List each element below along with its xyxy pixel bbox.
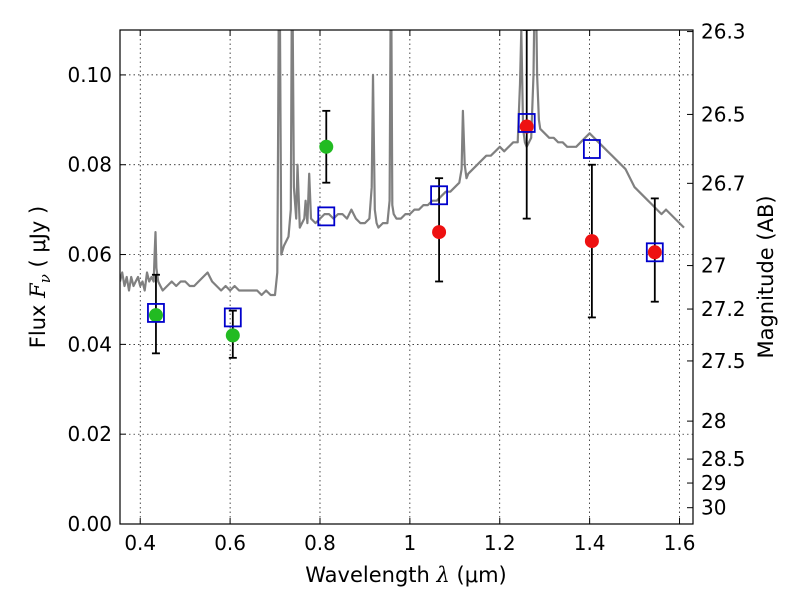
y-axis-title-symbol: F [26, 282, 50, 299]
plot-area [120, 30, 685, 359]
y-tick-label: 0.06 [67, 243, 112, 267]
nir-point [519, 119, 534, 134]
y-axis-title-prefix: Flux [26, 305, 50, 349]
x-tick-label: 0.8 [304, 531, 336, 555]
magnitude-tick-label: 28.5 [701, 447, 746, 471]
y-axis-title-unit: ( μJy ) [26, 206, 50, 268]
x-axis-title-symbol: λ [436, 563, 450, 587]
magnitude-tick-label: 28 [701, 409, 726, 433]
optical-point [225, 328, 240, 343]
magnitude-tick-label: 26.5 [701, 102, 746, 126]
magnitude-tick-label: 27.2 [701, 297, 746, 321]
magnitude-tick-label: 29 [701, 471, 726, 495]
y-tick-label: 0.02 [67, 422, 112, 446]
x-axis-title-gap-2 [450, 563, 457, 587]
y-tick-label: 0.00 [67, 512, 112, 536]
x-tick-label: 0.6 [214, 531, 246, 555]
magnitude-tick-label: 27 [701, 254, 726, 278]
y-tick-label: 0.04 [67, 332, 112, 356]
y-tick-label: 0.10 [67, 63, 112, 87]
model-point [582, 139, 601, 159]
x-tick-label: 1 [404, 531, 417, 555]
x-tick-label: 1.4 [574, 531, 606, 555]
x-tick-label: 1.6 [664, 531, 696, 555]
magnitude-tick-label: 26.7 [701, 171, 746, 195]
x-axis-title: Wavelength λ (μm) [305, 563, 506, 587]
nir-point [647, 245, 662, 260]
y-axis-title-gap [26, 298, 50, 305]
x-axis-title-gap [430, 563, 437, 587]
model-point [223, 307, 242, 328]
x-tick-label: 0.4 [124, 531, 156, 555]
x-axis-title-prefix: Wavelength [305, 563, 430, 587]
axis-ticks: 0.4 0.6 0.8 1 1.2 1.4 1.6 0.00 0.02 0.04 0.06 0.08 0… [67, 20, 745, 555]
optical-point [319, 139, 334, 154]
spectrum-line [120, 30, 685, 297]
plot-frame [119, 29, 694, 525]
model-point [317, 206, 336, 227]
model-point [517, 113, 536, 133]
magnitude-tick-label: 30 [701, 496, 726, 520]
y-axis-title: Flux Fν ( μJy ) [26, 206, 54, 348]
model-point [147, 303, 165, 323]
y-tick-label: 0.08 [67, 153, 112, 177]
y-axis-title-subscript: ν [36, 274, 54, 283]
x-axis-title-unit: (μm) [457, 563, 507, 587]
magnitude-tick-label: 26.3 [701, 20, 746, 44]
magnitude-tick-label: 27.5 [701, 349, 746, 373]
model-point [430, 185, 448, 206]
y2-axis-title: Magnitude (AB) [754, 195, 778, 358]
x-tick-label: 1.2 [484, 531, 516, 555]
y-axis-title-gap-2 [26, 267, 50, 274]
nir-point [584, 234, 599, 249]
nir-point [432, 225, 447, 240]
optical-point [148, 308, 163, 323]
model-point [645, 242, 664, 263]
